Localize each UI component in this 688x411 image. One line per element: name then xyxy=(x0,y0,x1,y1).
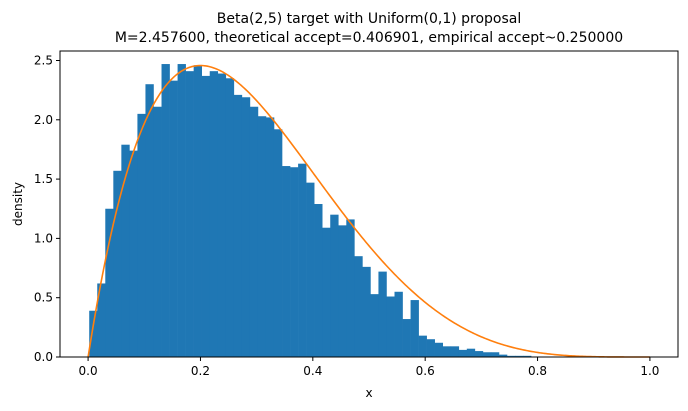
histogram-bar xyxy=(129,150,138,357)
histogram-bar xyxy=(426,339,435,357)
histogram-bar xyxy=(523,355,532,357)
histogram-bar xyxy=(298,163,307,357)
histogram-bar xyxy=(290,167,299,357)
histogram-bar xyxy=(105,208,114,357)
histogram-bar xyxy=(89,310,98,357)
y-tick-label: 0.5 xyxy=(34,291,53,305)
histogram-bar xyxy=(322,227,331,357)
histogram-bar xyxy=(161,64,170,357)
histogram-bars xyxy=(89,64,532,358)
y-tick-label: 2.0 xyxy=(34,113,53,127)
y-axis-ticks: 0.0 0.5 1.0 1.5 2.0 2.5 xyxy=(34,53,60,364)
beta-pdf-line xyxy=(87,64,650,358)
histogram-bar xyxy=(209,71,219,358)
histogram-bar xyxy=(177,64,186,357)
histogram-bar xyxy=(201,75,211,357)
plot-frame xyxy=(59,50,679,358)
histogram-bar xyxy=(145,84,154,358)
histogram-bar xyxy=(386,296,395,357)
histogram-bar xyxy=(249,106,259,357)
histogram-bar xyxy=(410,300,419,357)
histogram-bar xyxy=(97,283,106,357)
x-tick-label: 0.8 xyxy=(528,364,547,378)
histogram-bar xyxy=(273,129,283,357)
histogram-bar xyxy=(442,346,452,357)
histogram-bar xyxy=(402,319,411,357)
histogram-bar xyxy=(137,113,146,357)
histogram-bar xyxy=(458,349,468,357)
histogram-bar xyxy=(225,78,235,358)
density-curve xyxy=(87,64,650,358)
histogram-bar xyxy=(330,214,339,357)
histogram-bar xyxy=(121,144,130,357)
y-tick-label: 2.5 xyxy=(34,53,53,67)
histogram-bar xyxy=(193,65,202,358)
histogram-bar xyxy=(498,354,508,357)
histogram-bar xyxy=(474,351,484,357)
x-tick-label: 0.0 xyxy=(79,364,98,378)
histogram-bar xyxy=(354,256,363,357)
x-tick-label: 0.4 xyxy=(303,364,322,378)
histogram-bar xyxy=(282,166,291,357)
histogram-bar xyxy=(394,291,403,357)
histogram-bar xyxy=(169,80,178,358)
x-tick-label: 1.0 xyxy=(640,364,659,378)
histogram-bar xyxy=(217,73,227,357)
y-tick-label: 1.5 xyxy=(34,172,53,186)
histogram-bar xyxy=(185,71,194,358)
histogram-bar xyxy=(314,204,323,357)
chart-title-line2: M=2.457600, theoretical accept=0.406901,… xyxy=(115,30,623,46)
y-axis-label: density xyxy=(11,182,25,226)
y-tick-label: 0.0 xyxy=(34,350,53,364)
histogram-bar xyxy=(434,342,444,357)
histogram-bar xyxy=(515,355,524,357)
histogram-bar xyxy=(482,352,492,357)
histogram-bar xyxy=(466,348,476,357)
histogram-bar xyxy=(257,116,267,357)
histogram-bar xyxy=(233,94,243,357)
histogram-bar xyxy=(506,355,516,357)
x-tick-label: 0.2 xyxy=(191,364,210,378)
x-axis-label: x xyxy=(365,386,372,400)
y-tick-label: 1.0 xyxy=(34,231,53,245)
x-tick-label: 0.6 xyxy=(416,364,435,378)
histogram-bar xyxy=(450,346,460,357)
histogram-bar xyxy=(113,170,122,357)
histogram-bar xyxy=(370,294,379,357)
histogram-bar xyxy=(490,352,500,357)
histogram-bar xyxy=(265,117,275,357)
histogram-bar xyxy=(338,225,347,357)
chart-title-line1: Beta(2,5) target with Uniform(0,1) propo… xyxy=(217,11,522,27)
histogram-bar xyxy=(362,266,371,357)
x-axis-ticks: 0.0 0.2 0.4 0.6 0.8 1.0 xyxy=(79,357,659,378)
histogram-bar xyxy=(346,219,355,357)
histogram-bar xyxy=(378,271,387,357)
histogram-bar xyxy=(306,182,315,357)
histogram-bar xyxy=(418,335,427,357)
histogram-bar xyxy=(241,97,251,358)
histogram-bar xyxy=(153,106,162,357)
